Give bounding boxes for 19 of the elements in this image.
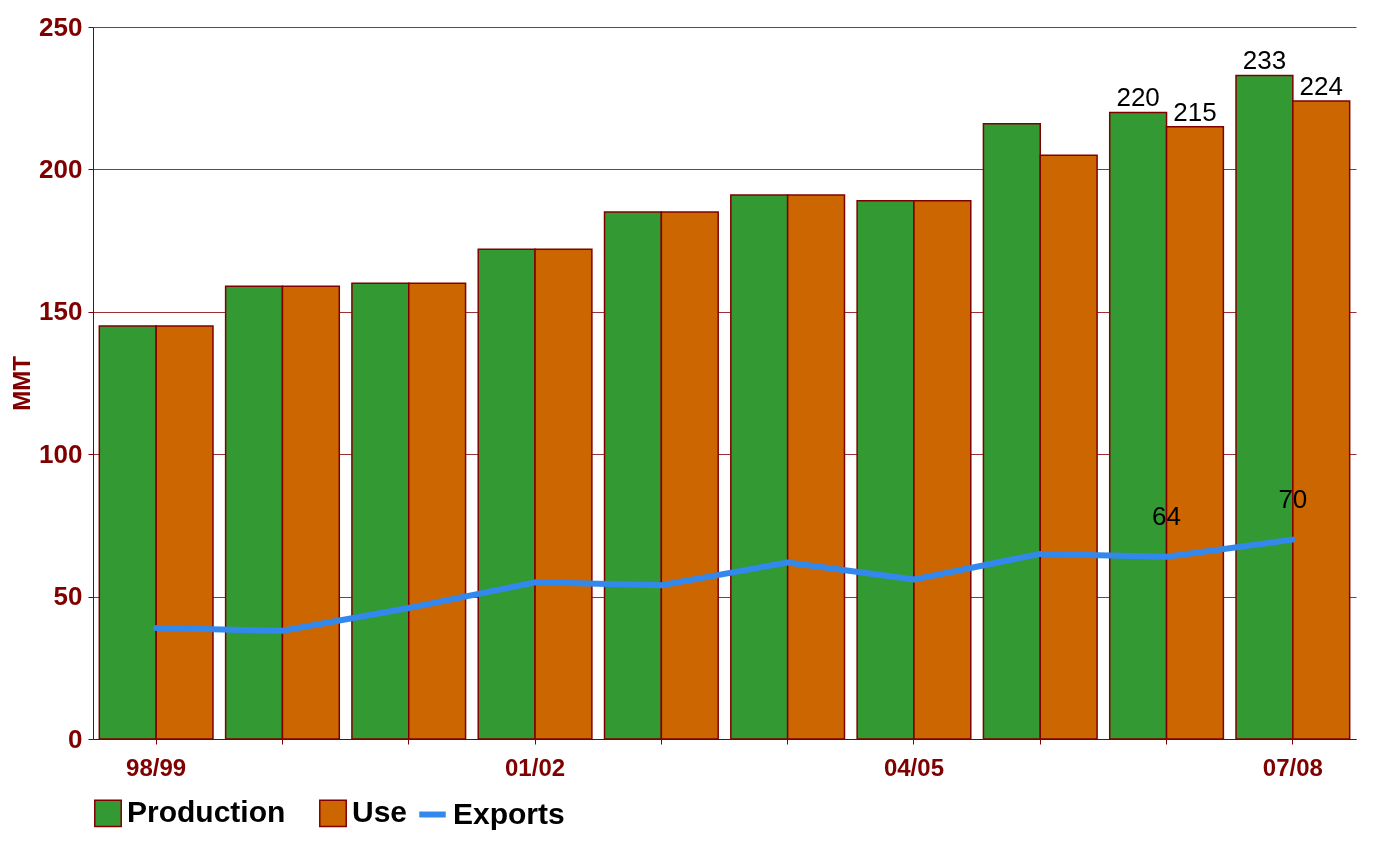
data-label: 220 xyxy=(1116,82,1160,113)
legend-label: Production xyxy=(127,795,286,829)
legend-label: Use xyxy=(352,795,408,829)
data-label: 224 xyxy=(1299,71,1343,102)
x-tick-label: 07/08 xyxy=(1262,753,1323,781)
y-tick-label: 0 xyxy=(68,723,83,754)
y-tick-label: 100 xyxy=(39,438,83,469)
y-tick-label: 150 xyxy=(39,296,83,327)
y-axis-title: MMT xyxy=(8,355,36,411)
x-tick-label: 98/99 xyxy=(126,753,187,781)
data-label: 215 xyxy=(1173,96,1217,127)
data-label: 70 xyxy=(1278,483,1308,514)
y-tick-label: 250 xyxy=(39,11,83,42)
data-label: 233 xyxy=(1242,45,1287,76)
x-tick-label: 04/05 xyxy=(883,753,944,781)
legend-label: Exports xyxy=(453,796,565,830)
x-tick-label: 01/02 xyxy=(505,753,566,781)
y-tick-label: 200 xyxy=(39,153,83,184)
y-tick-label: 50 xyxy=(53,581,83,612)
